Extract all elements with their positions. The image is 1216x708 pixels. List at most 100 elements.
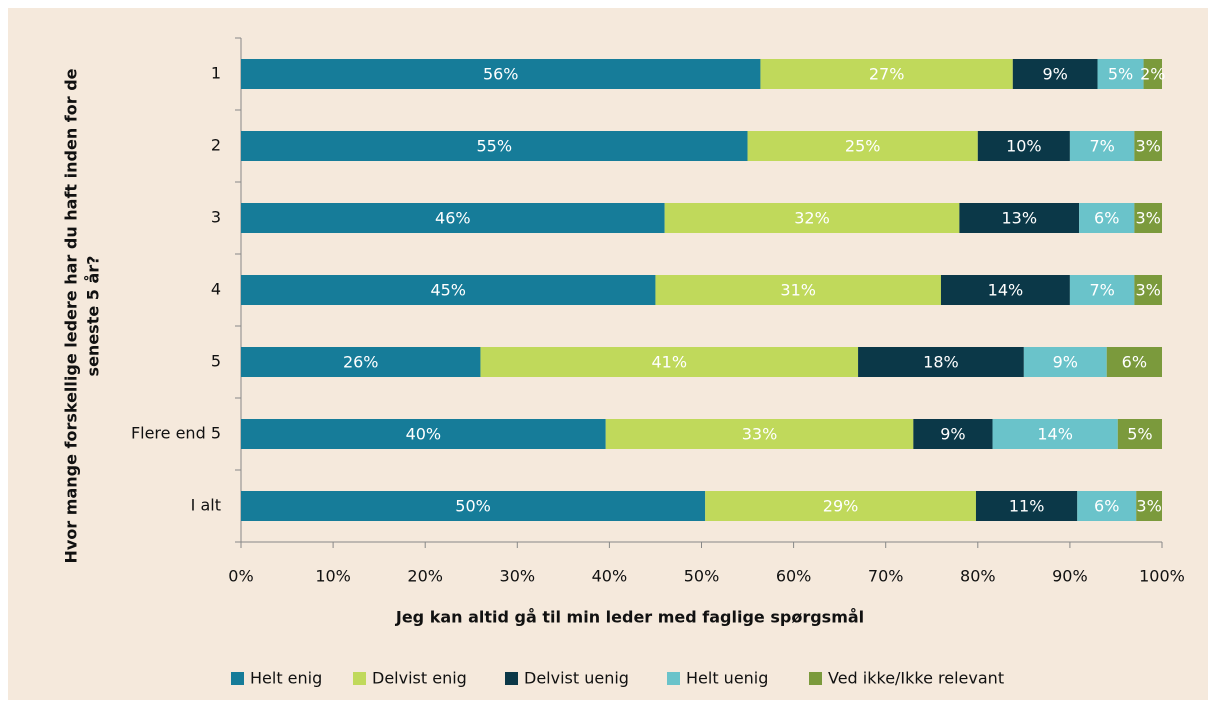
y-tick-label: Flere end 5 xyxy=(131,424,221,443)
x-tick-label: 30% xyxy=(500,567,536,586)
data-label: 29% xyxy=(823,497,859,516)
data-label: 9% xyxy=(1053,353,1078,372)
bar-segment xyxy=(241,59,761,89)
bar-segment xyxy=(705,491,976,521)
data-label: 3% xyxy=(1135,209,1160,228)
data-label: 14% xyxy=(1037,425,1073,444)
data-label: 46% xyxy=(435,209,471,228)
data-label: 33% xyxy=(742,425,778,444)
bar-segment xyxy=(1134,203,1162,233)
data-label: 5% xyxy=(1108,65,1133,84)
data-label: 9% xyxy=(1042,65,1067,84)
x-tick-label: 60% xyxy=(776,567,812,586)
data-label: 25% xyxy=(845,137,881,156)
bar-segment xyxy=(975,491,1078,521)
bar-segment xyxy=(1097,59,1144,89)
y-tick-label: 5 xyxy=(211,352,221,371)
bar-segment xyxy=(664,203,960,233)
data-label: 10% xyxy=(1006,137,1042,156)
legend-label: Helt uenig xyxy=(686,669,768,688)
bar-segment xyxy=(747,131,978,161)
x-tick-label: 70% xyxy=(868,567,904,586)
bar-segment xyxy=(858,347,1024,377)
legend-swatch xyxy=(231,672,244,685)
y-tick-label: 3 xyxy=(211,208,221,227)
legend-swatch xyxy=(809,672,822,685)
bar-segment xyxy=(1069,275,1135,305)
bar-segment xyxy=(1106,347,1162,377)
data-label: 13% xyxy=(1001,209,1037,228)
data-label: 6% xyxy=(1122,353,1147,372)
data-label: 6% xyxy=(1094,209,1119,228)
data-label: 3% xyxy=(1136,497,1161,516)
bar-segment xyxy=(655,275,941,305)
legend-swatch xyxy=(353,672,366,685)
y-tick-label: I alt xyxy=(191,496,221,515)
bar-segment xyxy=(1079,203,1135,233)
bar-segment xyxy=(1023,347,1107,377)
legend-swatch xyxy=(505,672,518,685)
data-label: 26% xyxy=(343,353,379,372)
x-axis-label: Jeg kan altid gå til min leder med fagli… xyxy=(395,608,864,627)
x-tick-label: 10% xyxy=(315,567,351,586)
data-label: 40% xyxy=(406,425,442,444)
x-tick-label: 90% xyxy=(1052,567,1088,586)
bar-segment xyxy=(241,275,656,305)
data-label: 50% xyxy=(455,497,491,516)
bar-segment xyxy=(1143,59,1162,89)
bar-segment xyxy=(241,203,665,233)
bar-segment xyxy=(959,203,1080,233)
bar-segment xyxy=(1134,275,1162,305)
data-label: 45% xyxy=(430,281,466,300)
bar-segment xyxy=(913,419,993,449)
legend-label: Ved ikke/Ikke relevant xyxy=(828,669,1004,688)
data-label: 55% xyxy=(476,137,512,156)
y-axis-label: Hvor mange forskellige ledere har du haf… xyxy=(62,68,103,563)
x-tick-label: 0% xyxy=(228,567,253,586)
bar-segment xyxy=(480,347,859,377)
data-label: 18% xyxy=(923,353,959,372)
x-tick-label: 40% xyxy=(592,567,628,586)
y-tick-label: 4 xyxy=(211,280,221,299)
data-label: 7% xyxy=(1089,137,1114,156)
y-axis-label-line: seneste 5 år? xyxy=(84,256,103,377)
bar-segment xyxy=(241,131,748,161)
bar-segment xyxy=(1117,419,1162,449)
bar-segment xyxy=(992,419,1118,449)
bar-segment xyxy=(940,275,1070,305)
data-label: 32% xyxy=(794,209,830,228)
data-label: 5% xyxy=(1127,425,1152,444)
bar-segment xyxy=(1134,131,1162,161)
y-tick-label: 2 xyxy=(211,136,221,155)
data-label: 3% xyxy=(1135,137,1160,156)
data-label: 31% xyxy=(780,281,816,300)
data-label: 56% xyxy=(483,65,519,84)
bar-segment xyxy=(977,131,1070,161)
x-tick-label: 80% xyxy=(960,567,996,586)
bar-segment xyxy=(1077,491,1137,521)
bar-segment xyxy=(760,59,1013,89)
legend-label: Helt enig xyxy=(250,669,322,688)
data-label: 9% xyxy=(940,425,965,444)
bar-segment xyxy=(605,419,914,449)
data-label: 11% xyxy=(1009,497,1045,516)
data-label: 14% xyxy=(988,281,1024,300)
x-tick-label: 50% xyxy=(684,567,720,586)
legend-label: Delvist uenig xyxy=(524,669,629,688)
legend-label: Delvist enig xyxy=(372,669,467,688)
bar-segment xyxy=(241,491,706,521)
data-label: 3% xyxy=(1135,281,1160,300)
bar-segment xyxy=(1136,491,1162,521)
bar-segment xyxy=(1012,59,1098,89)
data-label: 2% xyxy=(1140,65,1165,84)
bar-segment xyxy=(1069,131,1135,161)
data-label: 41% xyxy=(651,353,687,372)
x-tick-label: 100% xyxy=(1139,567,1185,586)
bar-segment xyxy=(241,347,481,377)
y-tick-label: 1 xyxy=(211,64,221,83)
bar-segment xyxy=(241,419,606,449)
x-tick-label: 20% xyxy=(407,567,443,586)
data-label: 7% xyxy=(1089,281,1114,300)
